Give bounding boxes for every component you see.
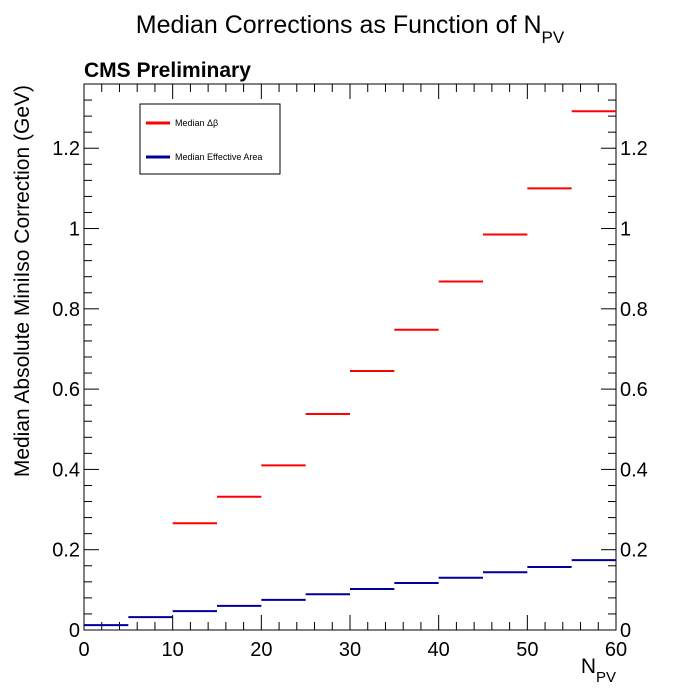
- y-tick-label-right: 1: [620, 219, 631, 241]
- y-tick-labels-right: 0 0.2 0.4 0.6 0.8 1 1.2: [620, 138, 648, 642]
- y-tick-label-right: 0.8: [620, 299, 648, 321]
- y-tick-label: 0.8: [52, 299, 80, 321]
- series-0: [172, 110, 616, 525]
- tick-marks: [83, 83, 617, 631]
- y-tick-label: 0.4: [52, 459, 80, 481]
- y-tick-label: 0.2: [52, 540, 80, 562]
- y-tick-label: 0: [69, 620, 80, 642]
- legend-label-effective-area: Median Effective Area: [175, 152, 262, 162]
- y-tick-label-right: 0: [620, 620, 631, 642]
- y-tick-labels-left: 0 0.2 0.4 0.6 0.8 1 1.2: [52, 138, 80, 642]
- x-tick-label: 20: [250, 639, 272, 661]
- y-tick-label: 0.6: [52, 379, 80, 401]
- series-1: [84, 559, 616, 627]
- x-axis-title: NPV: [581, 655, 616, 686]
- y-tick-label: 1.2: [52, 138, 80, 160]
- legend-label-delta-beta: Median Δβ: [175, 118, 218, 128]
- y-tick-label-right: 0.4: [620, 459, 648, 481]
- chart-title: Median Corrections as Function of NPV: [136, 11, 565, 47]
- y-axis-title: Median Absolute MiniIso Correction (GeV): [11, 85, 34, 477]
- x-tick-label: 50: [516, 639, 538, 661]
- x-tick-labels: 0 10 20 30 40 50 60: [78, 639, 627, 661]
- x-tick-label: 30: [339, 639, 361, 661]
- y-tick-label-right: 0.6: [620, 379, 648, 401]
- y-tick-label-right: 1.2: [620, 138, 648, 160]
- x-tick-label: 10: [162, 639, 184, 661]
- x-tick-label: 40: [428, 639, 450, 661]
- cms-label: CMS Preliminary: [84, 59, 251, 82]
- legend: Median Δβ Median Effective Area: [139, 103, 281, 175]
- y-tick-label-right: 0.2: [620, 540, 648, 562]
- series-layer: [84, 110, 616, 627]
- x-tick-label: 0: [78, 639, 89, 661]
- x-tick-label: 60: [605, 639, 627, 661]
- legend-box: [139, 103, 281, 175]
- y-tick-label: 1: [69, 219, 80, 241]
